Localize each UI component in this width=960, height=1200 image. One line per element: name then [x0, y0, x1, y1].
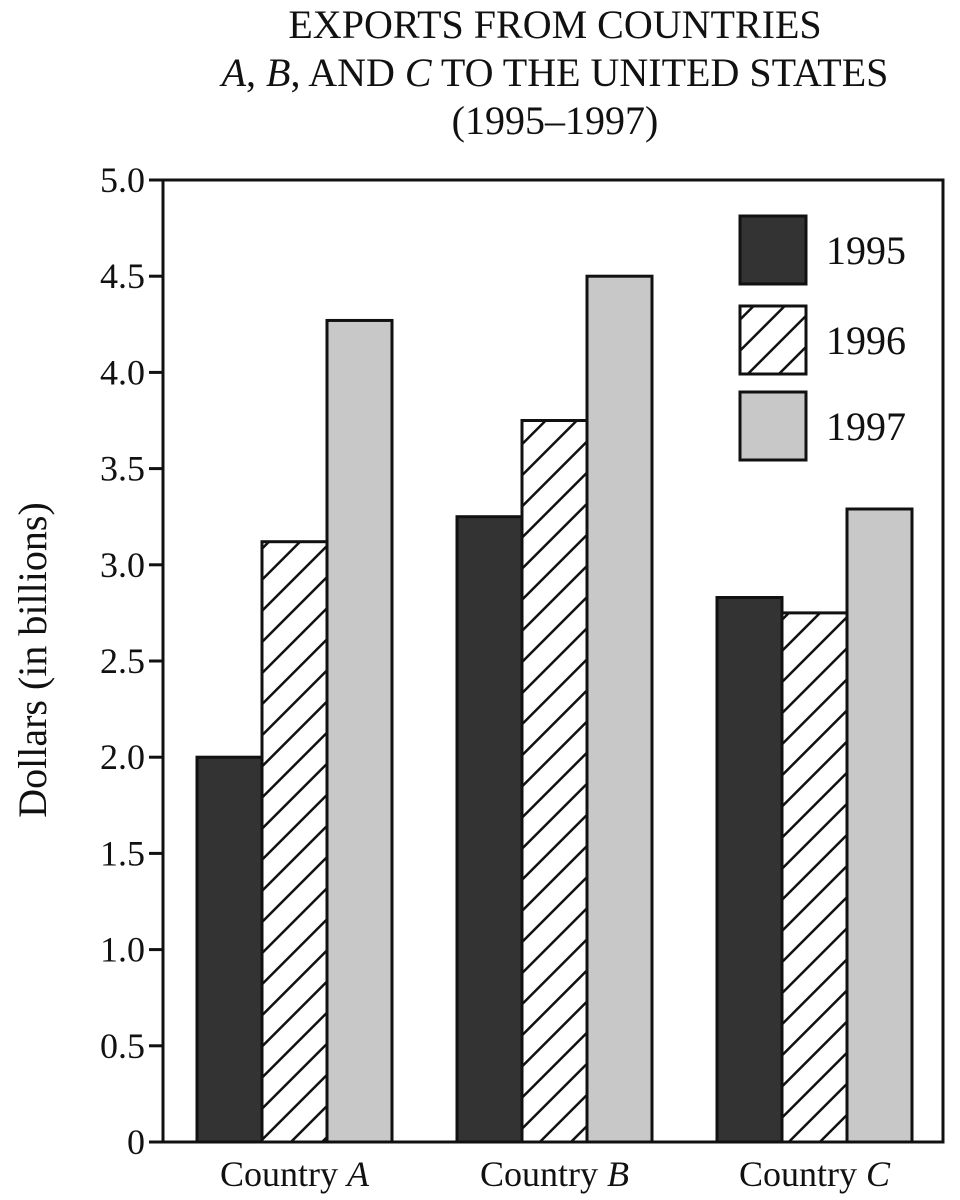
legend-label-1996: 1996 [826, 318, 906, 363]
y-tick-label: 0.5 [100, 1026, 145, 1066]
bar-1996-country-c [780, 611, 849, 1144]
category-label-country-a: Country A [220, 1154, 370, 1194]
legend-label-1997: 1997 [826, 404, 906, 449]
category-label-country-b: Country B [480, 1154, 629, 1194]
y-axis-title: Dollars (in billions) [10, 502, 55, 818]
title-country-c: C [405, 50, 433, 95]
y-axis: 0 0.5 1.0 1.5 2.0 2.5 3.0 3.5 4.0 4.5 5.0 [100, 160, 163, 1162]
bar-1995-country-c [715, 596, 784, 1144]
title-sep-1: , [246, 50, 266, 95]
y-tick-label: 5.0 [100, 160, 145, 200]
category-letter: C [866, 1154, 891, 1194]
legend-swatch-1996 [738, 304, 808, 376]
y-tick-label: 3.5 [100, 449, 145, 489]
title-country-a: A [219, 50, 247, 95]
category-letter: A [345, 1154, 370, 1194]
bar-1997-country-b [585, 274, 654, 1144]
y-tick-label: 1.0 [100, 930, 145, 970]
bar-1997-country-c [845, 507, 914, 1144]
y-tick-label: 1.5 [100, 833, 145, 873]
legend-label-1995: 1995 [826, 228, 906, 273]
legend-swatch-1995 [738, 214, 808, 286]
y-tick-label: 2.0 [100, 737, 145, 777]
category-prefix: Country [220, 1154, 347, 1194]
y-tick-label: 0 [127, 1122, 145, 1162]
bar-1995-country-a [195, 755, 264, 1144]
title-line-2: A, B, AND C TO THE UNITED STATES [219, 50, 889, 95]
bar-1996-country-a [260, 540, 329, 1144]
chart-title: EXPORTS FROM COUNTRIES A, B, AND C TO TH… [219, 2, 889, 143]
y-tick-label: 4.5 [100, 256, 145, 296]
category-label-country-c: Country C [739, 1154, 891, 1194]
legend-swatch-1997 [738, 390, 808, 462]
plot-frame [161, 178, 945, 1144]
bar-1996-country-b [520, 419, 589, 1144]
title-country-b: B [266, 50, 290, 95]
y-tick-label: 4.0 [100, 352, 145, 392]
bar-1997-country-a [325, 318, 394, 1144]
category-prefix: Country [739, 1154, 866, 1194]
y-tick-label: 3.0 [100, 545, 145, 585]
title-line-3: (1995–1997) [452, 98, 659, 143]
category-prefix: Country [480, 1154, 607, 1194]
bar-1995-country-b [455, 515, 524, 1144]
x-axis-labels: Country A Country B Country C [220, 1154, 891, 1194]
title-rest: TO THE UNITED STATES [432, 50, 889, 95]
title-line-1: EXPORTS FROM COUNTRIES [288, 2, 821, 47]
title-mid: , AND [290, 50, 404, 95]
y-tick-label: 2.5 [100, 641, 145, 681]
bars [195, 274, 914, 1144]
legend: 1995 1996 1997 [738, 214, 906, 462]
category-letter: B [607, 1154, 629, 1194]
